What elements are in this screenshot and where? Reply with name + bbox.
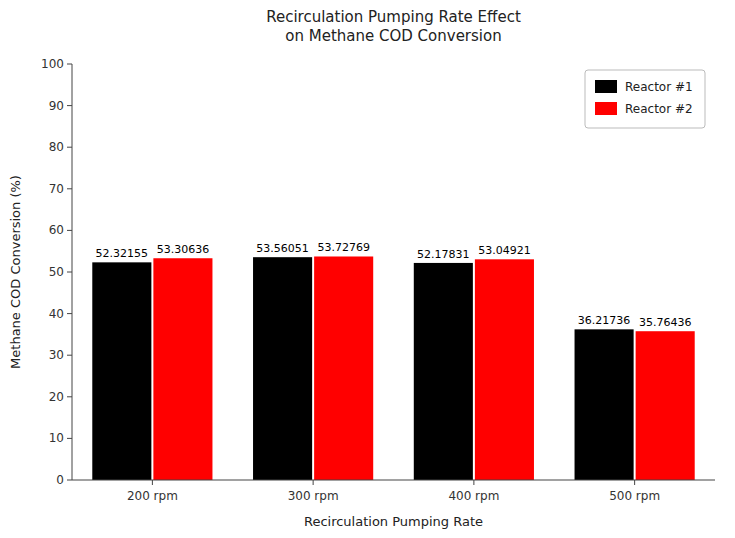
x-axis-line [72,480,715,481]
y-tick [67,396,72,397]
y-tick [67,188,72,189]
legend-label: Reactor #2 [625,102,693,116]
y-tick-label: 40 [49,307,64,321]
bars [92,256,694,480]
data-labels: 52.32155 53.56051 52.17831 36.21736 53.30636… [96,241,692,329]
y-tick [67,64,72,65]
x-tick [313,480,314,485]
bar [92,262,151,480]
data-label: 53.04921 [478,244,531,257]
title-line: on Methane COD Conversion [285,27,501,45]
y-tick-label: 10 [49,431,64,445]
data-label: 52.17831 [417,248,470,261]
x-tick-label: 400 rpm [448,489,499,503]
y-tick [67,230,72,231]
y-tick-label: 100 [41,57,64,71]
x-tick [634,480,635,485]
y-tick [67,105,72,106]
y-tick-label: 80 [49,140,64,154]
bar [414,263,473,480]
x-tick [473,480,474,485]
y-tick-label: 30 [49,348,64,362]
chart: Recirculation Pumping Rate Effecton Meth… [0,0,735,538]
y-tick [67,147,72,148]
data-label: 53.30636 [157,243,210,256]
y-tick [67,272,72,273]
y-tick [67,480,72,481]
x-tick-label: 500 rpm [609,489,660,503]
data-label: 53.56051 [256,242,309,255]
y-tick-label: 20 [49,390,64,404]
legend-label: Reactor #1 [625,80,693,94]
y-axis: 0 10 20 30 40 50 60 70 80 90 100 [41,57,72,487]
x-axis: 200 rpm 300 rpm 400 rpm 500 rpm [127,480,660,503]
bar [636,331,695,480]
x-axis-label: Recirculation Pumping Rate [304,514,483,529]
y-axis-line [72,64,73,480]
y-tick-label: 60 [49,223,64,237]
data-label: 53.72769 [317,241,370,254]
legend-swatch [595,102,617,115]
y-tick [67,313,72,314]
x-tick [152,480,153,485]
y-axis-label: Methane COD Conversion (%) [8,175,23,369]
data-label: 35.76436 [639,316,692,329]
bar [475,259,534,480]
y-tick-label: 50 [49,265,64,279]
legend-swatch [595,80,617,93]
y-tick [67,355,72,356]
y-tick-label: 70 [49,182,64,196]
bar [575,329,634,480]
data-label: 36.21736 [578,314,631,327]
title-line: Recirculation Pumping Rate Effect [266,8,521,26]
bar [253,257,312,480]
x-tick-label: 300 rpm [288,489,339,503]
background [0,0,735,538]
legend: Reactor #1 Reactor #2 [585,70,705,128]
y-tick-label: 90 [49,99,64,113]
x-tick-label: 200 rpm [127,489,178,503]
legend-box [585,70,705,128]
title: Recirculation Pumping Rate Effecton Meth… [266,8,521,45]
y-tick-label: 0 [56,473,64,487]
bar [153,258,212,480]
y-tick [67,438,72,439]
bar [314,256,373,480]
data-label: 52.32155 [96,247,149,260]
